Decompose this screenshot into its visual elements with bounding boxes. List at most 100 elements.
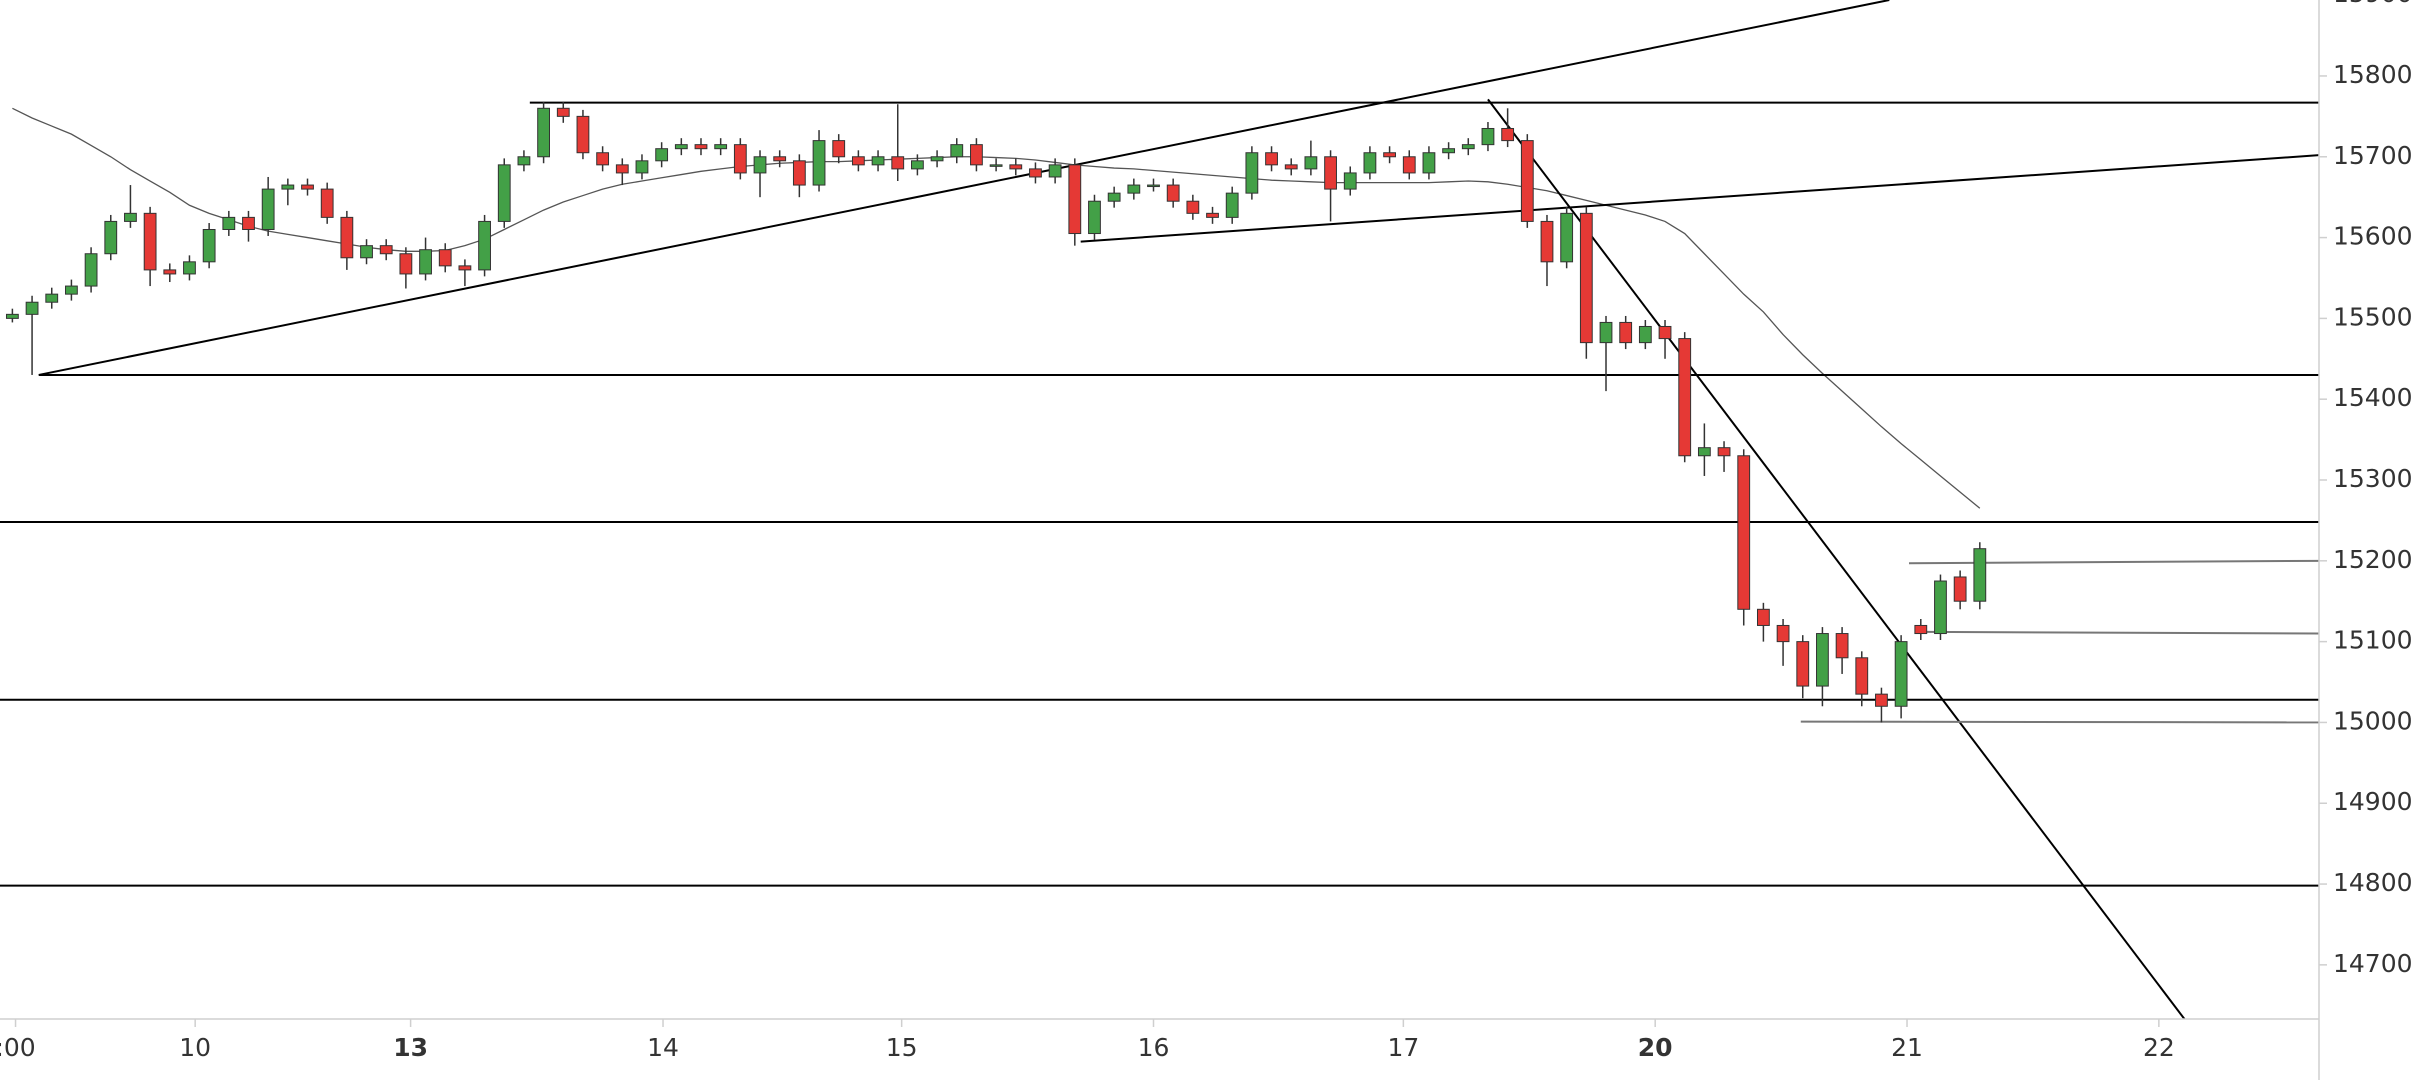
trend-line — [1487, 98, 2186, 1019]
candle-body — [1579, 212, 1593, 344]
candle-body — [1304, 156, 1318, 170]
candle-body — [1383, 152, 1396, 158]
x-tick-label: 10 — [179, 1033, 211, 1062]
x-tick-label: 17 — [1387, 1033, 1419, 1062]
y-tick-label: 15900 — [2333, 0, 2413, 8]
candle-body — [615, 164, 629, 174]
candle-body — [124, 212, 137, 222]
y-tick-label: 14700 — [2333, 949, 2413, 978]
candle-body — [1894, 641, 1908, 707]
candle-body — [1442, 148, 1456, 154]
candle-body — [1265, 152, 1278, 166]
candle-body — [851, 156, 865, 166]
x-tick-label: 15 — [886, 1033, 918, 1062]
candle-body — [1560, 212, 1574, 263]
candle-body — [792, 160, 806, 186]
trend-line — [1924, 630, 2319, 635]
candle-body — [537, 107, 551, 158]
candle-body — [1638, 325, 1652, 344]
y-tick-label: 15800 — [2333, 60, 2413, 89]
candle-body — [1481, 127, 1495, 146]
candle-body — [438, 249, 452, 267]
candle-body — [1147, 184, 1160, 188]
candle-body — [183, 261, 196, 275]
candle-body — [1973, 548, 1987, 602]
candle-body — [45, 293, 59, 303]
candle-body — [25, 301, 39, 315]
y-tick-label: 15100 — [2333, 626, 2413, 655]
candle-body — [478, 220, 491, 271]
y-tick-label: 15500 — [2333, 302, 2413, 331]
moving-average — [12, 107, 1981, 509]
candle-body — [1619, 321, 1633, 344]
candle-body — [340, 216, 354, 259]
candle-body — [1678, 338, 1692, 457]
candle-body — [517, 156, 531, 166]
candle-body — [812, 140, 826, 186]
candle-body — [1324, 156, 1337, 190]
y-tick-label: 15000 — [2333, 706, 2413, 735]
trend-line — [1080, 154, 2319, 243]
candle-body — [1934, 580, 1947, 635]
candle-body — [104, 220, 118, 255]
candle-body — [1284, 164, 1298, 170]
candle-body — [1914, 624, 1928, 635]
y-tick-label: 15300 — [2333, 464, 2413, 493]
candle-body — [1422, 152, 1436, 174]
candle-body — [379, 245, 393, 255]
x-tick-label: 21 — [1891, 1033, 1923, 1062]
candle-body — [576, 115, 590, 154]
candle-body — [360, 245, 373, 259]
candle-body — [911, 160, 924, 170]
candle-body — [1245, 152, 1259, 194]
candle-body — [1835, 633, 1849, 659]
candle-body — [694, 144, 708, 150]
candle-body — [733, 144, 747, 174]
candle-body — [1166, 184, 1180, 202]
candle-body — [1520, 140, 1534, 222]
plot-area — [0, 0, 2319, 1019]
candle-body — [1186, 200, 1200, 214]
candle-body — [714, 144, 728, 150]
candle-body — [1540, 220, 1554, 263]
candle-body — [242, 216, 255, 230]
candle-body — [773, 156, 787, 162]
candle-body — [1875, 693, 1888, 707]
candle-body — [1658, 325, 1672, 340]
candle-body — [1088, 200, 1101, 235]
candle-body — [596, 152, 610, 166]
candle-body — [871, 156, 885, 166]
y-tick-label: 14800 — [2333, 868, 2413, 897]
candle-body — [832, 140, 846, 158]
candle-body — [970, 144, 983, 166]
candle-body — [1461, 144, 1475, 150]
candle-body — [1107, 192, 1121, 202]
y-tick-label: 15600 — [2333, 222, 2413, 251]
candle-body — [65, 285, 78, 295]
candle-body — [1009, 164, 1023, 170]
candle-body — [301, 184, 314, 190]
candle-body — [1776, 624, 1790, 643]
x-tick-label: 13 — [393, 1033, 428, 1062]
candle-body — [655, 148, 669, 162]
y-tick-label: 14900 — [2333, 787, 2413, 816]
candle-body — [163, 269, 177, 275]
candle-body — [1816, 633, 1829, 687]
x-tick-label: 22 — [2143, 1033, 2175, 1062]
candle-body — [419, 249, 432, 275]
candle-body — [281, 184, 295, 190]
candle-body — [1402, 156, 1416, 174]
x-tick-label: 14 — [647, 1033, 679, 1062]
candle-body — [1599, 321, 1613, 344]
candle-body — [399, 253, 413, 275]
y-tick-label: 15400 — [2333, 383, 2413, 412]
candle-body — [1048, 164, 1062, 178]
candle-body — [320, 188, 334, 218]
candle-body — [1127, 184, 1141, 194]
candle-body — [1855, 657, 1869, 695]
candle-body — [1363, 152, 1377, 174]
trend-line — [1800, 720, 2319, 724]
candle-body — [930, 156, 944, 162]
candle-body — [989, 164, 1003, 167]
